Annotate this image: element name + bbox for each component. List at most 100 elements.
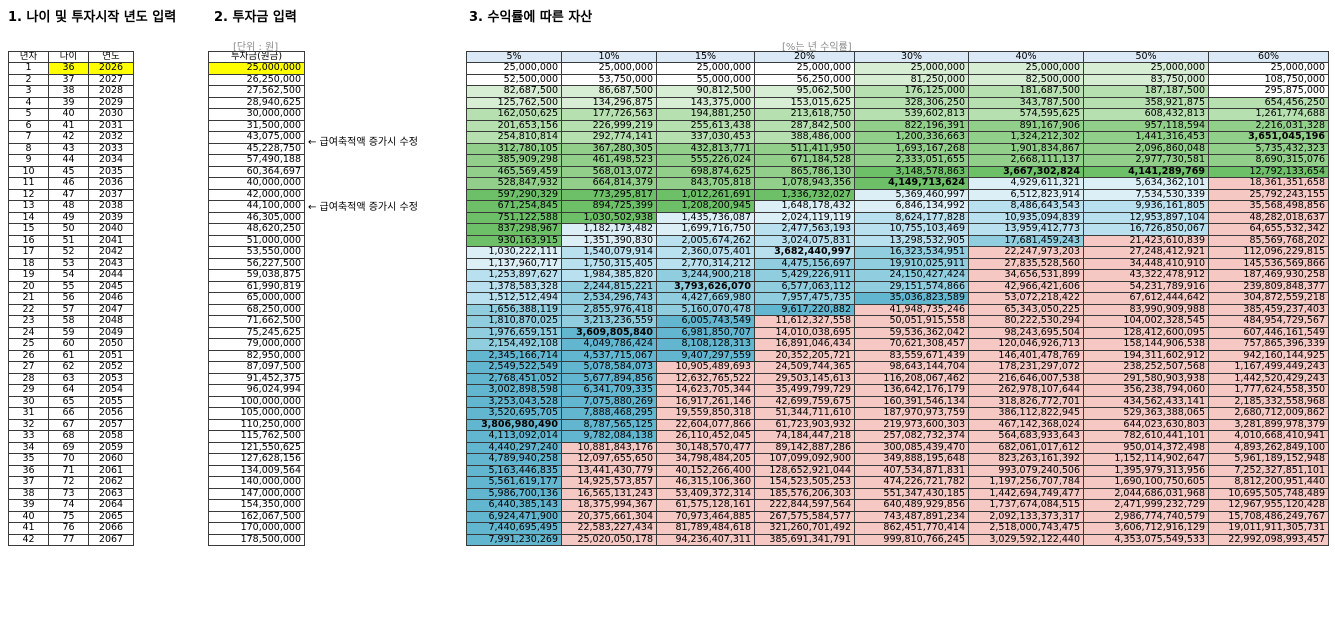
calendar-year-cell[interactable]: 2036 — [88, 177, 134, 190]
asset-value-cell[interactable]: 891,167,906 — [968, 119, 1084, 132]
asset-value-cell[interactable]: 160,391,546,134 — [854, 395, 969, 408]
asset-value-cell[interactable]: 185,576,206,303 — [754, 487, 855, 500]
age-cell[interactable]: 48 — [48, 200, 89, 213]
asset-value-cell[interactable]: 8,108,128,313 — [656, 338, 755, 351]
asset-value-cell[interactable]: 8,787,565,125 — [561, 418, 657, 431]
investment-cell[interactable]: 71,662,500 — [208, 315, 305, 328]
asset-value-cell[interactable]: 1,152,114,902,647 — [1083, 453, 1209, 466]
investment-cell[interactable]: 51,000,000 — [208, 234, 305, 247]
investment-cell[interactable]: 100,000,000 — [208, 395, 305, 408]
asset-value-cell[interactable]: 1,737,674,084,515 — [968, 499, 1084, 512]
asset-value-cell[interactable]: 52,500,000 — [466, 73, 562, 86]
calendar-year-cell[interactable]: 2062 — [88, 476, 134, 489]
asset-value-cell[interactable]: 1,984,385,820 — [561, 269, 657, 282]
asset-value-cell[interactable]: 35,036,823,589 — [854, 292, 969, 305]
investment-cell[interactable]: 127,628,156 — [208, 453, 305, 466]
asset-value-cell[interactable]: 17,681,459,243 — [968, 234, 1084, 247]
asset-value-cell[interactable]: 194,311,602,912 — [1083, 349, 1209, 362]
asset-value-cell[interactable]: 386,112,822,945 — [968, 407, 1084, 420]
asset-value-cell[interactable]: 2,668,111,137 — [968, 154, 1084, 167]
asset-value-cell[interactable]: 29,151,574,866 — [854, 280, 969, 293]
asset-value-cell[interactable]: 22,583,227,434 — [561, 522, 657, 535]
age-cell[interactable]: 36 — [48, 62, 89, 75]
age-cell[interactable]: 49 — [48, 211, 89, 224]
asset-value-cell[interactable]: 743,487,891,234 — [854, 510, 969, 523]
return-rate-header[interactable]: 30% — [854, 51, 969, 63]
asset-value-cell[interactable]: 528,847,932 — [466, 177, 562, 190]
calendar-year-cell[interactable]: 2061 — [88, 464, 134, 477]
asset-value-cell[interactable]: 128,652,921,044 — [754, 464, 855, 477]
year-index-cell[interactable]: 11 — [8, 177, 49, 190]
asset-value-cell[interactable]: 608,432,813 — [1083, 108, 1209, 121]
asset-value-cell[interactable]: 134,296,875 — [561, 96, 657, 109]
asset-value-cell[interactable]: 25,000,000 — [968, 62, 1084, 75]
age-cell[interactable]: 38 — [48, 85, 89, 98]
asset-value-cell[interactable]: 2,534,296,743 — [561, 292, 657, 305]
asset-value-cell[interactable]: 16,323,534,951 — [854, 246, 969, 259]
asset-value-cell[interactable]: 698,874,625 — [656, 165, 755, 178]
asset-value-cell[interactable]: 194,881,250 — [656, 108, 755, 121]
asset-value-cell[interactable]: 5,677,894,856 — [561, 372, 657, 385]
asset-value-cell[interactable]: 14,010,038,695 — [754, 326, 855, 339]
asset-value-cell[interactable]: 1,540,079,914 — [561, 246, 657, 259]
calendar-year-cell[interactable]: 2030 — [88, 108, 134, 121]
asset-value-cell[interactable]: 54,231,789,916 — [1083, 280, 1209, 293]
age-cell[interactable]: 57 — [48, 303, 89, 316]
asset-value-cell[interactable]: 2,477,563,193 — [754, 223, 855, 236]
age-cell[interactable]: 60 — [48, 338, 89, 351]
asset-value-cell[interactable]: 3,606,712,916,129 — [1083, 522, 1209, 535]
asset-value-cell[interactable]: 90,812,500 — [656, 85, 755, 98]
return-rate-header[interactable]: 60% — [1208, 51, 1329, 63]
asset-value-cell[interactable]: 181,687,500 — [968, 85, 1084, 98]
asset-value-cell[interactable]: 291,580,903,938 — [1083, 372, 1209, 385]
investment-cell[interactable]: 65,000,000 — [208, 292, 305, 305]
asset-value-cell[interactable]: 254,810,814 — [466, 131, 562, 144]
asset-value-cell[interactable]: 10,695,505,748,489 — [1208, 487, 1329, 500]
return-rate-header[interactable]: 10% — [561, 51, 657, 63]
asset-value-cell[interactable]: 187,187,500 — [1083, 85, 1209, 98]
year-index-cell[interactable]: 31 — [8, 407, 49, 420]
age-cell[interactable]: 61 — [48, 349, 89, 362]
age-cell[interactable]: 55 — [48, 280, 89, 293]
asset-value-cell[interactable]: 356,238,794,060 — [1083, 384, 1209, 397]
asset-value-cell[interactable]: 388,486,000 — [754, 131, 855, 144]
asset-value-cell[interactable]: 3,281,899,978,379 — [1208, 418, 1329, 431]
investment-cell[interactable]: 61,990,819 — [208, 280, 305, 293]
asset-value-cell[interactable]: 1,137,960,717 — [466, 257, 562, 270]
asset-value-cell[interactable]: 16,917,261,146 — [656, 395, 755, 408]
asset-value-cell[interactable]: 145,536,569,866 — [1208, 257, 1329, 270]
asset-value-cell[interactable]: 2,096,860,048 — [1083, 142, 1209, 155]
age-cell[interactable]: 70 — [48, 453, 89, 466]
asset-value-cell[interactable]: 295,875,000 — [1208, 85, 1329, 98]
asset-value-cell[interactable]: 837,298,967 — [466, 223, 562, 236]
asset-value-cell[interactable]: 98,643,144,704 — [854, 361, 969, 374]
asset-value-cell[interactable]: 2,986,774,740,579 — [1083, 510, 1209, 523]
calendar-year-cell[interactable]: 2065 — [88, 510, 134, 523]
asset-value-cell[interactable]: 2,154,492,108 — [466, 338, 562, 351]
investment-cell[interactable]: 57,490,188 — [208, 154, 305, 167]
age-cell[interactable]: 56 — [48, 292, 89, 305]
year-index-cell[interactable]: 3 — [8, 85, 49, 98]
age-cell[interactable]: 69 — [48, 441, 89, 454]
year-index-cell[interactable]: 8 — [8, 142, 49, 155]
calendar-year-cell[interactable]: 2049 — [88, 326, 134, 339]
age-cell[interactable]: 54 — [48, 269, 89, 282]
age-cell[interactable]: 43 — [48, 142, 89, 155]
asset-value-cell[interactable]: 843,705,818 — [656, 177, 755, 190]
investment-cell[interactable]: 26,250,000 — [208, 73, 305, 86]
asset-value-cell[interactable]: 822,196,391 — [854, 119, 969, 132]
asset-value-cell[interactable]: 35,499,799,729 — [754, 384, 855, 397]
asset-value-cell[interactable]: 255,613,438 — [656, 119, 755, 132]
asset-value-cell[interactable]: 751,122,588 — [466, 211, 562, 224]
investment-cell[interactable]: 43,075,000 — [208, 131, 305, 144]
asset-value-cell[interactable]: 4,049,786,424 — [561, 338, 657, 351]
asset-value-cell[interactable]: 59,536,362,042 — [854, 326, 969, 339]
asset-value-cell[interactable]: 823,263,161,392 — [968, 453, 1084, 466]
asset-value-cell[interactable]: 4,475,156,697 — [754, 257, 855, 270]
asset-value-cell[interactable]: 19,011,911,305,731 — [1208, 522, 1329, 535]
asset-value-cell[interactable]: 24,509,744,365 — [754, 361, 855, 374]
asset-value-cell[interactable]: 1,442,520,429,243 — [1208, 372, 1329, 385]
asset-value-cell[interactable]: 112,096,229,815 — [1208, 246, 1329, 259]
asset-value-cell[interactable]: 65,343,050,225 — [968, 303, 1084, 316]
asset-value-cell[interactable]: 13,441,430,779 — [561, 464, 657, 477]
